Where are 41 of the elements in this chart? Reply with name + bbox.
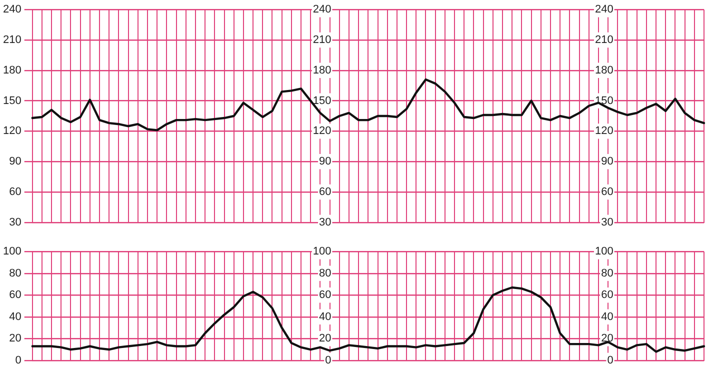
y2-tick-label: 80 bbox=[318, 267, 332, 280]
y-tick-label: 60 bbox=[9, 186, 22, 198]
y2-tick-label: 0 bbox=[325, 354, 332, 366]
y3-tick-label: 180 bbox=[594, 64, 614, 76]
y-tick-label: 180 bbox=[2, 64, 22, 76]
y3-tick-label: 40 bbox=[601, 310, 614, 323]
y-tick-label: 240 bbox=[2, 4, 22, 16]
y2-tick-label: 60 bbox=[318, 289, 332, 302]
y2-tick-label: 150 bbox=[312, 94, 332, 107]
y2-tick-label: 100 bbox=[312, 246, 332, 258]
y-tick-label: 20 bbox=[9, 332, 22, 345]
y3-tick-label: 240 bbox=[594, 4, 614, 16]
y3-tick-label: 90 bbox=[601, 156, 614, 168]
y3-tick-label: 120 bbox=[594, 125, 614, 138]
y-tick-label: 40 bbox=[9, 310, 22, 323]
y3-tick-label: 60 bbox=[601, 289, 614, 302]
y2-tick-label: 40 bbox=[318, 310, 332, 323]
y-tick-label: 0 bbox=[15, 354, 22, 366]
y-tick-label: 210 bbox=[2, 34, 22, 46]
y2-tick-label: 180 bbox=[312, 64, 332, 76]
y-tick-label: 30 bbox=[9, 216, 22, 228]
y2-tick-label: 30 bbox=[318, 216, 332, 228]
y2-tick-label: 120 bbox=[312, 125, 332, 138]
y3-tick-label: 210 bbox=[594, 34, 614, 46]
y-tick-label: 90 bbox=[9, 156, 22, 168]
y-tick-label: 80 bbox=[9, 267, 22, 280]
y3-tick-label: 80 bbox=[601, 267, 614, 280]
y2-tick-label: 90 bbox=[318, 156, 332, 168]
y-tick-label: 60 bbox=[9, 289, 22, 302]
y3-tick-label: 0 bbox=[607, 354, 614, 366]
y-tick-label: 120 bbox=[2, 125, 22, 138]
y-tick-label: 150 bbox=[2, 94, 22, 107]
y2-tick-label: 240 bbox=[312, 4, 332, 16]
y-tick-label: 100 bbox=[2, 246, 22, 258]
y2-tick-label: 60 bbox=[318, 186, 332, 198]
y2-tick-label: 210 bbox=[312, 34, 332, 46]
y3-tick-label: 60 bbox=[601, 186, 614, 198]
y3-tick-label: 100 bbox=[594, 246, 614, 258]
y3-tick-label: 30 bbox=[601, 216, 614, 228]
y2-tick-label: 20 bbox=[318, 332, 332, 345]
y3-tick-label: 20 bbox=[601, 332, 614, 345]
